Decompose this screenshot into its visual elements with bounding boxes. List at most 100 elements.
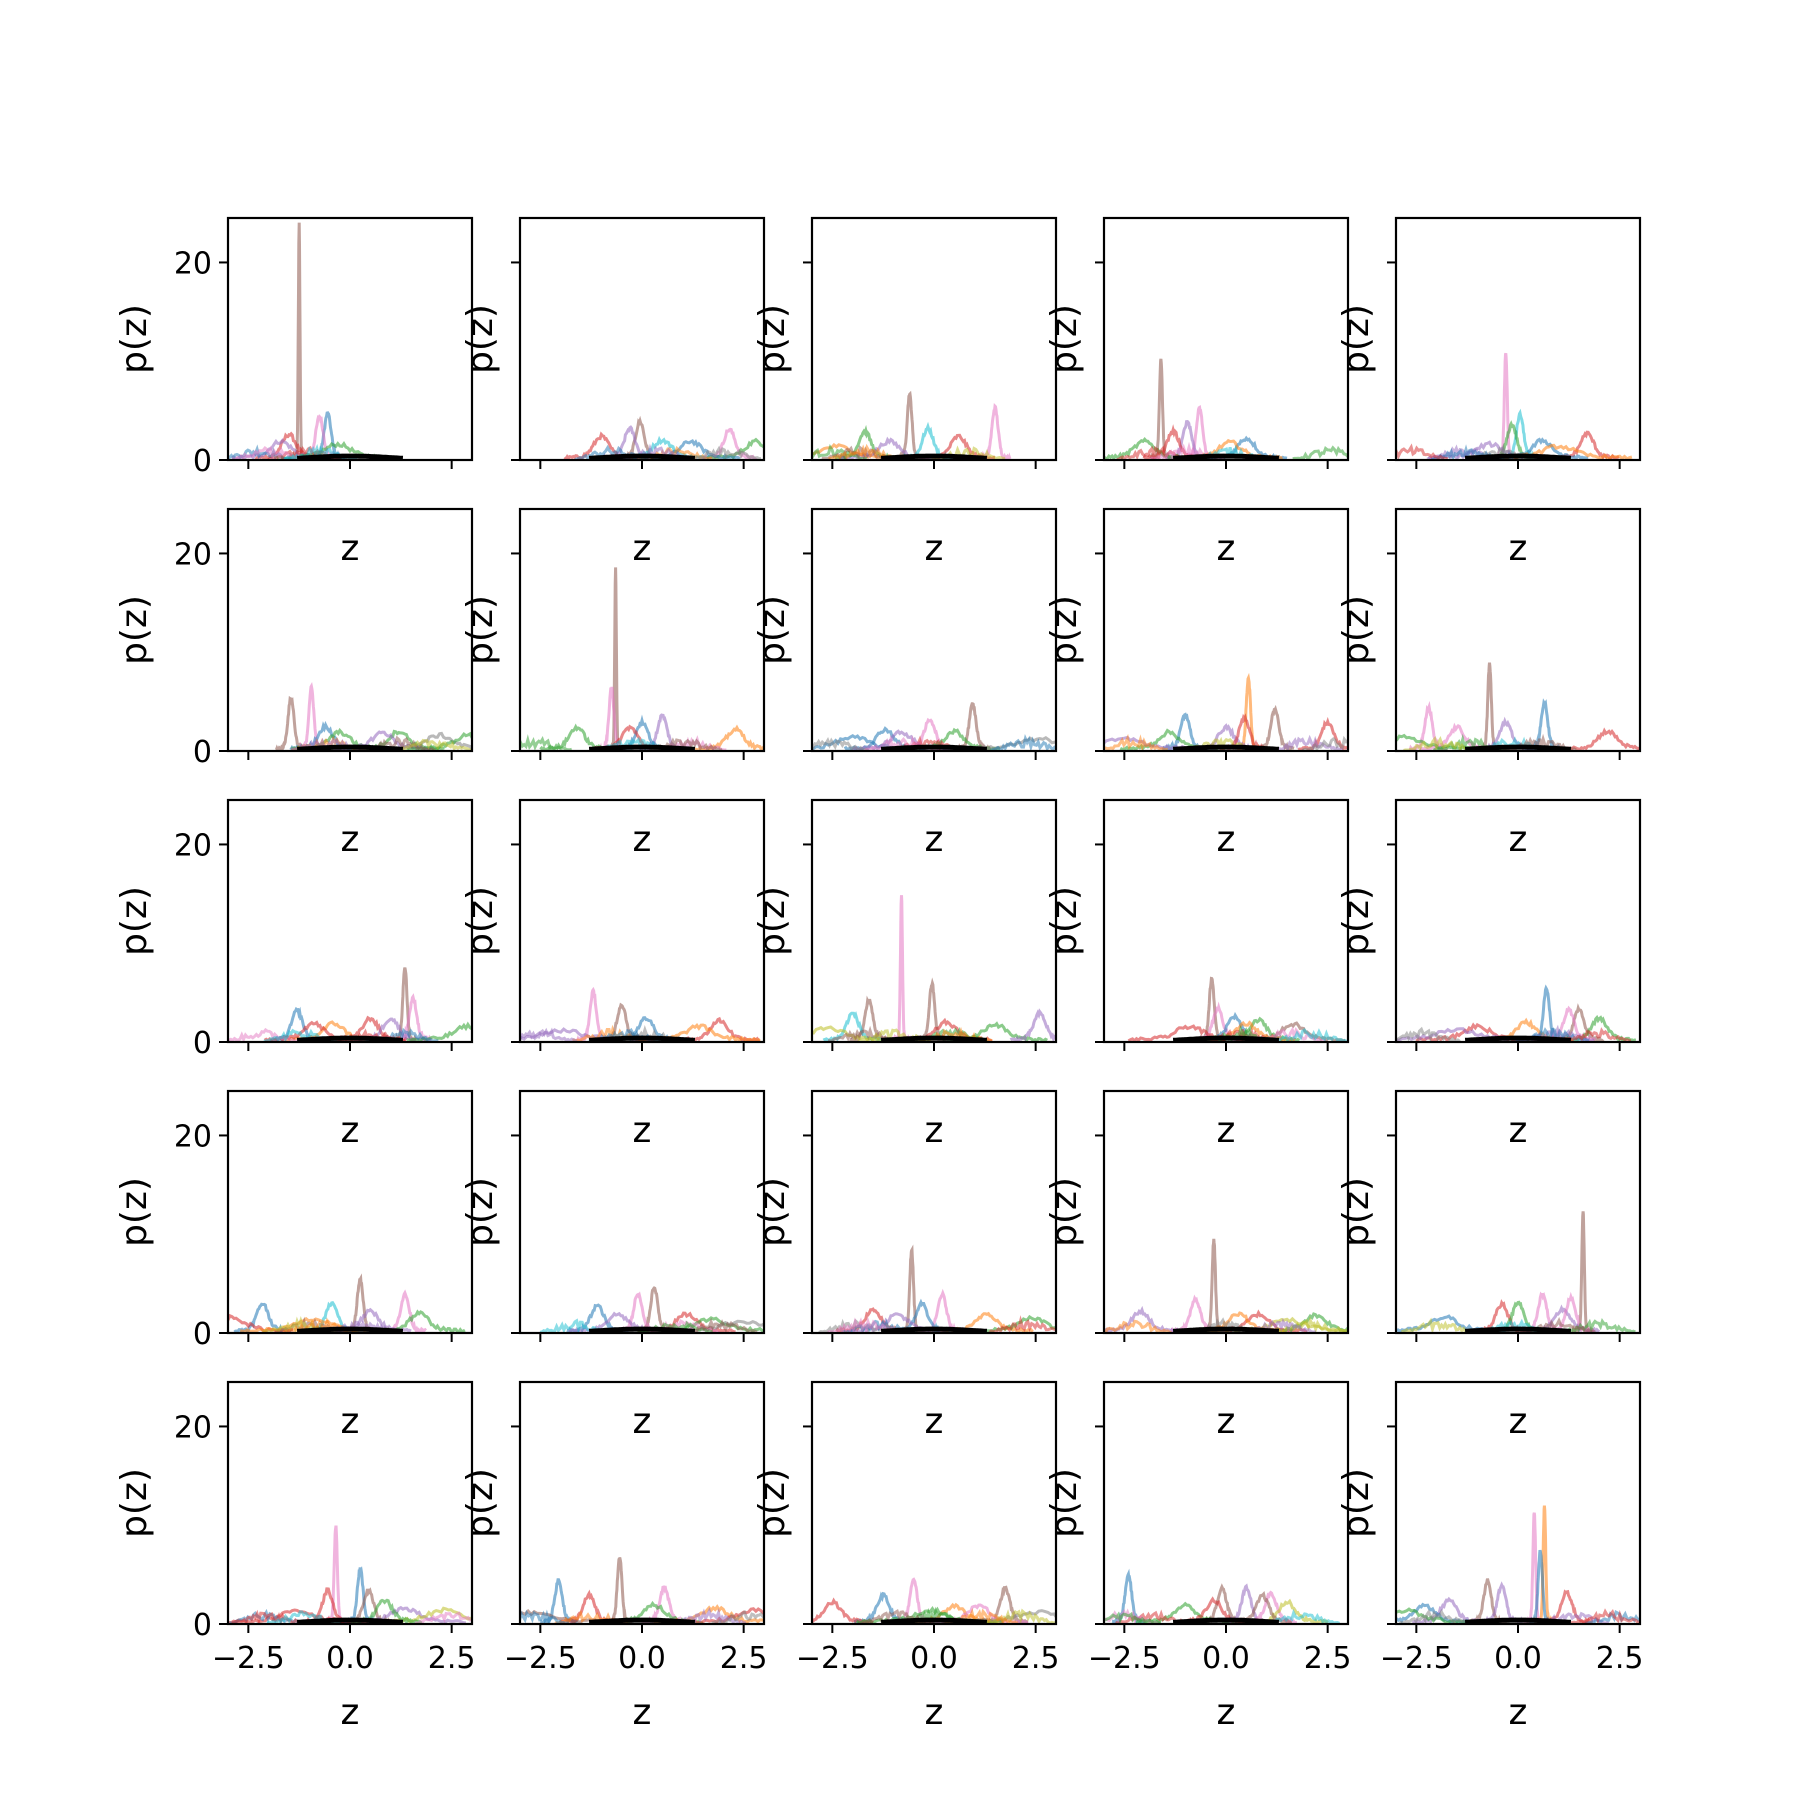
series-line xyxy=(1009,1008,1056,1042)
subplot-r4-c3: −2.5 0.0 2.5 z p(z) xyxy=(1044,1380,1352,1733)
x-axis-label: z xyxy=(341,1401,360,1442)
y-axis-label: p(z) xyxy=(460,1468,501,1538)
subplot-r4-c0: −2.5 0.0 2.5 0 20 z p(z) xyxy=(114,1380,476,1733)
series-line xyxy=(812,737,869,751)
x-tick-label: −2.5 xyxy=(1380,1641,1453,1676)
x-tick-label: 2.5 xyxy=(428,1641,476,1676)
plot-area xyxy=(818,1244,1056,1333)
reference-normal-curve xyxy=(1172,1326,1280,1333)
x-axis-label: z xyxy=(341,1110,360,1151)
y-axis-label: p(z) xyxy=(752,595,793,665)
subplot-r4-c4: −2.5 0.0 2.5 z p(z) xyxy=(1336,1380,1644,1733)
reference-normal-curve xyxy=(880,1326,988,1333)
x-tick-label: 2.5 xyxy=(1596,1641,1644,1676)
x-tick-label: 0.0 xyxy=(1202,1641,1250,1676)
x-axis-label: z xyxy=(925,1110,944,1151)
y-axis-label: p(z) xyxy=(1336,1468,1377,1538)
subplot-r4-c1: −2.5 0.0 2.5 z p(z) xyxy=(460,1380,768,1733)
plot-area xyxy=(812,390,1012,460)
reference-normal-curve xyxy=(880,744,988,751)
subplot-r0-c2: z p(z) xyxy=(752,216,1058,569)
x-axis-label: z xyxy=(1509,528,1528,569)
series-line xyxy=(812,444,868,460)
reference-normal-curve xyxy=(880,1035,988,1042)
subplot-r2-c3: z p(z) xyxy=(1044,798,1350,1151)
y-tick-label: 0 xyxy=(193,735,212,770)
reference-normal-curve xyxy=(1172,744,1280,751)
x-axis-label: z xyxy=(1509,1401,1528,1442)
reference-normal-curve xyxy=(296,1617,404,1624)
plot-area xyxy=(1104,1238,1348,1333)
series-line xyxy=(1561,1318,1636,1333)
y-axis-label: p(z) xyxy=(752,1177,793,1247)
subplot-r0-c3: z p(z) xyxy=(1044,216,1350,569)
x-tick-label: 0.0 xyxy=(326,1641,374,1676)
y-axis-label: p(z) xyxy=(752,1468,793,1538)
y-axis-label: p(z) xyxy=(460,886,501,956)
y-tick-label: 0 xyxy=(193,1026,212,1061)
y-axis-label: p(z) xyxy=(752,886,793,956)
y-axis-label: p(z) xyxy=(1044,886,1085,956)
subplot-r1-c3: z p(z) xyxy=(1044,507,1350,860)
subplot-r1-c4: z p(z) xyxy=(1336,507,1642,860)
reference-normal-curve xyxy=(296,453,404,460)
x-axis-label: z xyxy=(633,1110,652,1151)
plot-area xyxy=(1127,976,1348,1042)
series-line xyxy=(406,731,472,751)
x-tick-label: 2.5 xyxy=(1012,1641,1060,1676)
y-tick-label: 0 xyxy=(193,444,212,479)
x-axis-label: z xyxy=(925,528,944,569)
reference-normal-curve xyxy=(1464,453,1572,460)
series-line xyxy=(414,1611,472,1624)
plot-area xyxy=(563,415,764,460)
plot-area xyxy=(539,1286,764,1333)
series-line xyxy=(1403,735,1478,751)
plot-area xyxy=(520,567,764,751)
reference-normal-curve xyxy=(588,453,696,460)
series-line xyxy=(686,445,762,460)
y-axis-label: p(z) xyxy=(752,304,793,374)
x-axis-label: z xyxy=(1217,1110,1236,1151)
y-axis-label: p(z) xyxy=(114,1177,155,1247)
x-tick-label: −2.5 xyxy=(212,1641,285,1676)
y-tick-label: 20 xyxy=(174,1119,212,1154)
plot-area xyxy=(1396,1505,1640,1624)
y-tick-label: 0 xyxy=(193,1608,212,1643)
series-line xyxy=(990,733,1056,751)
series-line xyxy=(1265,1608,1341,1624)
y-tick-label: 20 xyxy=(174,828,212,863)
series-line xyxy=(1561,727,1640,751)
subplot-r2-c1: z p(z) xyxy=(460,798,766,1151)
y-axis-label: p(z) xyxy=(1336,886,1377,956)
x-tick-label: −2.5 xyxy=(504,1641,577,1676)
series-line xyxy=(230,1609,306,1624)
series-line xyxy=(1569,1608,1640,1624)
x-axis-label: z xyxy=(1217,528,1236,569)
x-tick-label: 0.0 xyxy=(910,1641,958,1676)
y-axis-label: p(z) xyxy=(460,1177,501,1247)
x-axis-label: z xyxy=(925,819,944,860)
series-line xyxy=(1398,1608,1473,1624)
series-line xyxy=(683,1317,758,1333)
y-axis-label: p(z) xyxy=(1044,1177,1085,1247)
subplot-r3-c4: z p(z) xyxy=(1336,1089,1642,1442)
reference-normal-curve xyxy=(588,1035,696,1042)
subplot-r1-c1: z p(z) xyxy=(460,507,766,860)
y-axis-label: p(z) xyxy=(1044,1468,1085,1538)
x-axis-label: z xyxy=(341,819,360,860)
y-axis-label: p(z) xyxy=(1044,595,1085,665)
plot-area xyxy=(1104,672,1348,751)
plot-area xyxy=(520,986,761,1042)
y-axis-label: p(z) xyxy=(114,886,155,956)
plot-area xyxy=(812,702,1056,751)
reference-normal-curve xyxy=(588,744,696,751)
series-line xyxy=(682,1607,764,1624)
plot-area xyxy=(228,222,404,460)
y-axis-label: p(z) xyxy=(460,304,501,374)
y-axis-label: p(z) xyxy=(460,595,501,665)
x-axis-label: z xyxy=(341,528,360,569)
reference-normal-curve xyxy=(880,453,988,460)
reference-normal-curve xyxy=(1172,1617,1280,1624)
plot-area xyxy=(1104,358,1348,460)
series-line xyxy=(520,1027,578,1042)
